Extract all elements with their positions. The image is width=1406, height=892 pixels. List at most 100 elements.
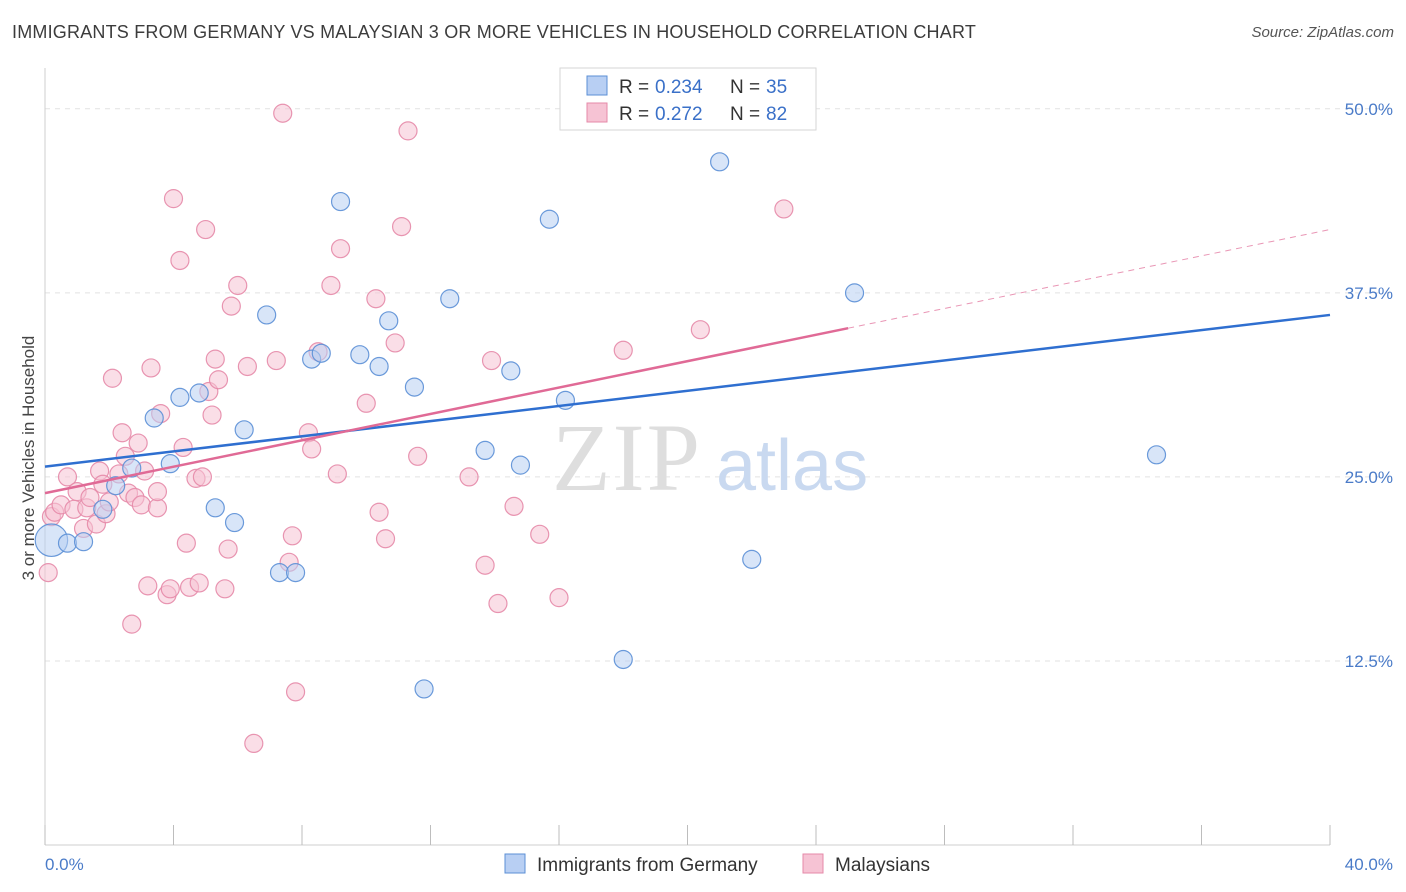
germany-point-27 <box>510 455 531 475</box>
legend-swatch-pink <box>586 102 608 123</box>
source-label: Source: ZipAtlas.com <box>1251 24 1394 41</box>
malaysians-point-25 <box>138 576 158 596</box>
malaysians-point-26 <box>141 358 161 378</box>
germany-point-23 <box>414 679 434 699</box>
legend-n-label-1: N = <box>730 77 760 98</box>
malaysians-point-33 <box>170 250 190 271</box>
malaysians-point-50 <box>244 733 264 754</box>
watermark-zip: ZIP <box>552 404 702 511</box>
axes <box>44 68 1331 846</box>
malaysians-point-52 <box>273 103 293 123</box>
germany-point-8 <box>170 387 190 407</box>
malaysians-point-66 <box>385 333 405 353</box>
malaysians-point-51 <box>266 350 286 371</box>
germany-point-12 <box>234 420 254 440</box>
y-tick-label-3: 50.0% <box>1345 100 1393 119</box>
malaysians-point-42 <box>202 405 222 425</box>
malaysians-point-9 <box>80 487 100 508</box>
malaysians-point-49 <box>237 356 257 377</box>
bottom-legend-malaysians: Malaysians <box>835 855 930 876</box>
legend: R = 0.234 N = 35 R = 0.272 N = 82 <box>559 67 817 131</box>
legend-r-label-1: R = <box>619 77 649 98</box>
germany-point-14 <box>269 563 290 583</box>
watermark: ZIP atlas <box>552 404 868 511</box>
y-tick-label-1: 25.0% <box>1345 468 1393 487</box>
malaysians-point-31 <box>160 579 180 599</box>
germany-point-19 <box>350 345 370 365</box>
malaysians-point-44 <box>208 370 229 390</box>
malaysians-point-0 <box>38 563 58 583</box>
germany-point-24 <box>440 289 460 309</box>
x-tick-label-0: 0.0% <box>45 855 84 874</box>
germany-point-20 <box>369 356 389 377</box>
bottom-legend-swatch-germany <box>504 853 526 874</box>
germany-points <box>34 152 1167 699</box>
germany-point-7 <box>160 454 180 474</box>
legend-r-value-1: 0.234 <box>655 77 703 98</box>
malaysians-point-22 <box>128 433 148 453</box>
bottom-legend-germany: Immigrants from Germany <box>537 855 758 876</box>
germany-point-3 <box>93 499 113 519</box>
malaysians-point-78 <box>690 320 710 340</box>
malaysians-point-43 <box>205 349 225 369</box>
germany-point-6 <box>144 408 164 428</box>
malaysians-point-47 <box>221 296 241 316</box>
malaysians-point-45 <box>215 579 235 599</box>
malaysians-point-54 <box>282 526 302 546</box>
germany-point-10 <box>205 498 225 518</box>
malaysians-trend-extension <box>848 229 1331 329</box>
malaysians-trend-line <box>44 326 849 495</box>
legend-r-value-2: 0.272 <box>655 104 703 125</box>
y-tick-label-2: 37.5% <box>1345 284 1393 303</box>
malaysians-point-38 <box>189 573 209 593</box>
malaysians-point-64 <box>369 502 389 522</box>
legend-r-label-2: R = <box>619 104 649 125</box>
malaysians-point-15 <box>102 368 123 388</box>
malaysians-point-57 <box>302 439 322 459</box>
germany-point-26 <box>501 361 521 381</box>
legend-n-value-1: 35 <box>766 77 787 98</box>
germany-point-21 <box>379 311 399 331</box>
malaysians-point-73 <box>488 593 508 614</box>
malaysians-point-39 <box>192 467 213 487</box>
malaysians-point-63 <box>366 289 386 309</box>
germany-point-34 <box>1146 445 1167 465</box>
malaysians-point-71 <box>475 555 495 575</box>
malaysians-point-65 <box>375 529 396 549</box>
malaysians-point-55 <box>285 682 306 702</box>
germany-point-25 <box>475 440 495 461</box>
malaysians-point-77 <box>613 340 633 360</box>
germany-point-30 <box>613 649 633 670</box>
germany-point-31 <box>710 152 730 172</box>
grid <box>45 108 1393 662</box>
germany-point-4 <box>106 476 126 496</box>
chart-title: IMMIGRANTS FROM GERMANY VS MALAYSIAN 3 O… <box>12 22 977 42</box>
malaysians-point-70 <box>459 467 479 487</box>
malaysians-point-23 <box>131 495 151 515</box>
malaysians-point-28 <box>147 482 168 502</box>
legend-n-value-2: 82 <box>766 104 787 125</box>
malaysians-point-75 <box>530 524 550 544</box>
germany-point-1 <box>57 533 78 553</box>
malaysians-point-72 <box>481 350 502 371</box>
malaysians-point-76 <box>549 588 569 608</box>
germany-point-13 <box>257 305 277 325</box>
malaysians-point-35 <box>176 533 196 553</box>
germany-point-11 <box>224 512 245 533</box>
malaysians-point-79 <box>774 199 794 219</box>
y-axis-label: 3 or more Vehicles in Household <box>19 336 38 581</box>
malaysians-point-40 <box>196 219 216 240</box>
x-tick-label-1: 40.0% <box>1345 855 1393 874</box>
germany-point-18 <box>330 191 351 212</box>
malaysians-point-59 <box>321 275 341 296</box>
malaysians-point-60 <box>327 464 347 484</box>
bottom-legend: Immigrants from Germany Malaysians <box>504 853 930 876</box>
malaysians-point-27 <box>147 498 168 518</box>
malaysians-point-67 <box>391 217 412 237</box>
malaysians-point-68 <box>398 121 418 141</box>
y-tick-label-0: 12.5% <box>1345 652 1393 671</box>
malaysians-point-48 <box>228 275 248 296</box>
malaysians-point-46 <box>218 539 238 559</box>
x-tick-labels: 0.0% 40.0% <box>45 855 1393 874</box>
